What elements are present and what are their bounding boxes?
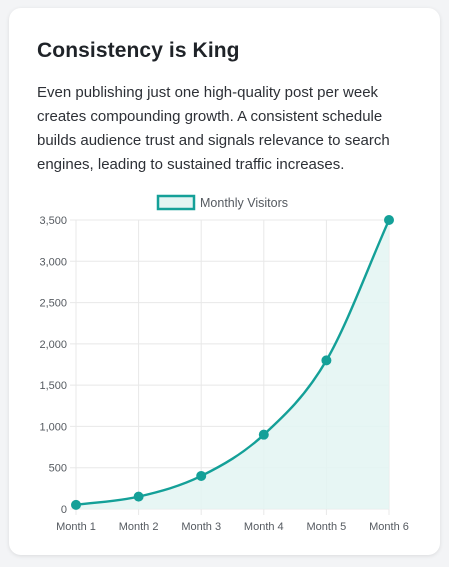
y-tick-label: 0 [61, 504, 67, 516]
content-card: Consistency is King Even publishing just… [9, 8, 440, 555]
y-tick-label: 500 [49, 463, 67, 475]
data-point[interactable] [133, 491, 144, 502]
y-axis-ticks: 0 500 1,000 1,500 2,000 2,500 3,000 3,500 [39, 215, 67, 516]
x-tick-label: Month 3 [181, 521, 221, 533]
y-tick-label: 2,500 [39, 298, 67, 310]
x-tick-label: Month 5 [307, 521, 347, 533]
y-tick-label: 1,000 [39, 421, 67, 433]
series-area-fill [76, 220, 389, 509]
x-tick-label: Month 6 [369, 521, 409, 533]
y-tick-label: 3,500 [39, 215, 67, 227]
data-point[interactable] [384, 215, 394, 225]
x-tick-label: Month 1 [56, 521, 96, 533]
y-tick-label: 1,500 [39, 380, 67, 392]
x-axis-ticks: Month 1 Month 2 Month 3 Month 4 Month 5 Month… [56, 521, 409, 533]
y-tick-label: 2,000 [39, 339, 67, 351]
data-point[interactable] [71, 499, 81, 510]
card-title: Consistency is King [37, 39, 240, 62]
legend-label: Monthly Visitors [200, 196, 288, 210]
x-tick-label: Month 2 [119, 521, 159, 533]
data-point[interactable] [321, 355, 332, 366]
visitors-line-chart: Monthly Visitors 0 500 1,000 1,500 2,000 2,50… [39, 194, 409, 533]
chart-legend[interactable]: Monthly Visitors [156, 194, 288, 211]
legend-swatch [156, 194, 196, 211]
data-point[interactable] [258, 429, 269, 440]
chart-series [71, 215, 394, 510]
x-tick-label: Month 4 [244, 521, 284, 533]
data-point[interactable] [196, 470, 207, 481]
chart-container: Monthly Visitors 0 500 1,000 1,500 2,000 2,50… [9, 182, 440, 542]
y-tick-label: 3,000 [39, 256, 67, 268]
card-description: Even publishing just one high-quality po… [37, 84, 390, 173]
